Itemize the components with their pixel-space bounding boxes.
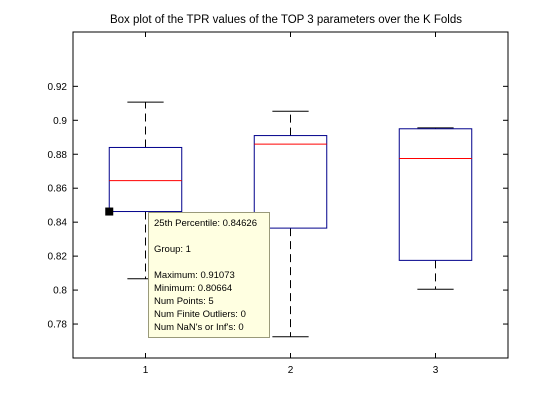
x-tick-label: 3 bbox=[433, 365, 439, 376]
tooltip-num-outliers: Num Finite Outliers: 0 bbox=[154, 309, 246, 320]
datatip-marker bbox=[105, 207, 114, 216]
box bbox=[253, 135, 328, 229]
tooltip-percentile: 25th Percentile: 0.84626 bbox=[154, 218, 257, 229]
x-axis: 1 2 3 bbox=[143, 32, 439, 376]
y-tick-label: 0.78 bbox=[48, 320, 68, 331]
y-tick-label: 0.88 bbox=[48, 150, 68, 161]
tooltip-num-nan: Num NaN's or Inf's: 0 bbox=[154, 322, 244, 333]
y-tick-label: 0.82 bbox=[48, 252, 68, 263]
tooltip-minimum: Minimum: 0.80664 bbox=[154, 283, 233, 294]
chart-title: Box plot of the TPR values of the TOP 3 … bbox=[110, 14, 462, 26]
y-tick-label: 0.8 bbox=[53, 286, 67, 297]
y-tick-label: 0.92 bbox=[48, 82, 68, 93]
plot-area bbox=[72, 31, 509, 359]
y-tick-label: 0.9 bbox=[53, 116, 67, 127]
y-tick-label: 0.86 bbox=[48, 184, 68, 195]
x-tick-label: 1 bbox=[143, 365, 149, 376]
tooltip-num-points: Num Points: 5 bbox=[154, 296, 214, 307]
box-series bbox=[105, 101, 473, 338]
datatip-tooltip: 25th Percentile: 0.84626 Group: 1 Maximu… bbox=[148, 212, 270, 338]
tooltip-group: Group: 1 bbox=[154, 244, 191, 255]
box bbox=[398, 128, 473, 261]
y-tick-label: 0.84 bbox=[48, 218, 68, 229]
tooltip-maximum: Maximum: 0.91073 bbox=[154, 270, 235, 281]
x-tick-label: 2 bbox=[288, 365, 294, 376]
y-axis: 0.78 0.8 0.82 0.84 0.86 0.88 0.9 0.92 bbox=[48, 82, 508, 331]
box bbox=[108, 146, 183, 213]
